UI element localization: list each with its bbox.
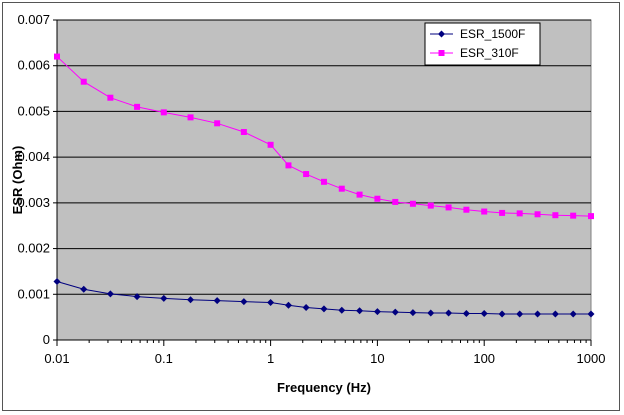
diamond-marker bbox=[569, 310, 577, 318]
y-tick-label: 0.002 bbox=[17, 241, 50, 256]
square-marker bbox=[552, 212, 559, 219]
grid-lines bbox=[57, 19, 591, 341]
square-marker bbox=[285, 162, 292, 169]
y-tick-label: 0.007 bbox=[17, 12, 50, 27]
square-marker bbox=[481, 208, 488, 215]
diamond-marker bbox=[284, 301, 292, 309]
diamond-marker bbox=[302, 304, 310, 312]
square-marker bbox=[54, 53, 60, 60]
series-layer bbox=[53, 53, 595, 318]
diamond-marker bbox=[391, 308, 399, 316]
diamond-marker bbox=[427, 309, 435, 317]
square-marker bbox=[534, 211, 541, 218]
diamond-marker bbox=[338, 306, 346, 314]
y-tick-label: 0.001 bbox=[17, 286, 50, 301]
y-tick-label: 0.003 bbox=[17, 195, 50, 210]
diamond-marker bbox=[534, 310, 542, 318]
diamond-marker bbox=[551, 310, 559, 318]
diamond-marker bbox=[213, 297, 221, 305]
square-marker bbox=[240, 129, 247, 135]
square-marker bbox=[160, 109, 167, 116]
diamond-marker bbox=[133, 293, 141, 301]
diamond-marker bbox=[462, 309, 470, 317]
square-marker bbox=[445, 204, 452, 211]
square-marker bbox=[187, 114, 194, 121]
diamond-marker bbox=[409, 309, 417, 317]
series-esr-1500f bbox=[53, 277, 595, 318]
x-tick-label: 0.1 bbox=[155, 351, 173, 366]
square-marker bbox=[588, 213, 594, 220]
square-marker bbox=[463, 206, 470, 213]
legend-entry-label: ESR_310F bbox=[460, 46, 519, 60]
series-esr-310f bbox=[54, 53, 594, 220]
diamond-marker bbox=[53, 277, 61, 285]
diamond-marker bbox=[240, 298, 248, 306]
square-marker bbox=[516, 210, 523, 217]
square-marker bbox=[499, 209, 506, 216]
diamond-marker bbox=[373, 308, 381, 316]
diamond-marker bbox=[267, 299, 275, 307]
square-marker bbox=[107, 94, 114, 101]
x-tick-label: 100 bbox=[473, 351, 495, 366]
square-marker bbox=[356, 191, 363, 198]
y-tick-label: 0 bbox=[43, 332, 50, 347]
square-marker bbox=[438, 50, 445, 56]
diamond-marker bbox=[320, 305, 328, 313]
diamond-marker bbox=[498, 310, 506, 318]
x-axis-title: Frequency (Hz) bbox=[277, 380, 371, 395]
square-marker bbox=[303, 171, 310, 178]
square-marker bbox=[392, 198, 399, 205]
x-tick-label: 0.01 bbox=[44, 351, 69, 366]
y-axis-title: ESR (Ohm) bbox=[10, 146, 25, 215]
square-marker bbox=[570, 212, 577, 219]
axes: 0 0.001 0.002 0.003 0.004 0.005 0.006 0.007 0.01… bbox=[17, 12, 605, 366]
square-marker bbox=[320, 178, 327, 185]
diamond-marker bbox=[160, 294, 168, 302]
x-tick-label: 1000 bbox=[577, 351, 606, 366]
legend-box bbox=[424, 22, 541, 66]
legend: ESR_1500F ESR_310F bbox=[424, 22, 541, 66]
square-marker bbox=[80, 78, 87, 85]
diamond-marker bbox=[480, 309, 488, 317]
square-marker bbox=[374, 195, 381, 202]
y-tick-label: 0.006 bbox=[17, 58, 50, 73]
x-tick-label: 1 bbox=[267, 351, 274, 366]
square-marker bbox=[338, 185, 345, 192]
diamond-marker bbox=[106, 290, 114, 298]
diamond-marker bbox=[516, 310, 524, 318]
x-tick-label: 10 bbox=[370, 351, 384, 366]
square-marker bbox=[214, 120, 221, 127]
square-marker bbox=[427, 202, 434, 209]
diamond-marker bbox=[587, 310, 595, 318]
diamond-marker bbox=[445, 309, 453, 317]
legend-entry-label: ESR_1500F bbox=[460, 27, 525, 41]
square-marker bbox=[409, 200, 416, 207]
square-marker bbox=[134, 103, 141, 110]
diamond-marker bbox=[356, 307, 364, 315]
diamond-marker bbox=[438, 30, 445, 38]
diamond-marker bbox=[80, 285, 88, 293]
diamond-marker bbox=[187, 296, 195, 304]
y-tick-label: 0.004 bbox=[17, 149, 50, 164]
square-marker bbox=[267, 141, 274, 148]
y-tick-label: 0.005 bbox=[17, 103, 50, 118]
